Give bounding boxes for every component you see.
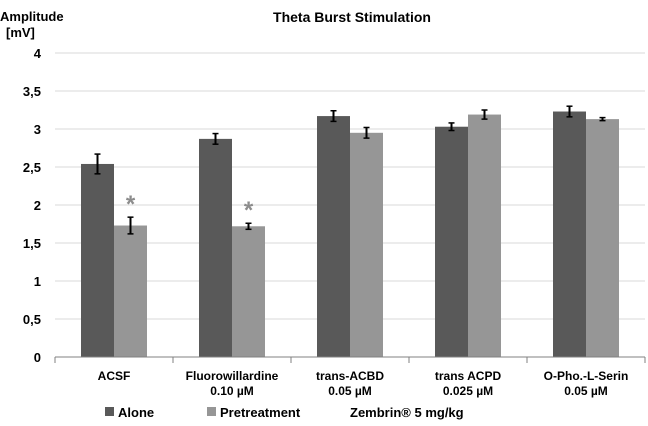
y-tick-label: 1,5 — [23, 236, 41, 251]
category-label: O-Pho.-L-Serin — [544, 369, 629, 383]
y-tick-label: 0 — [34, 350, 41, 365]
y-tick-label: 1 — [34, 274, 41, 289]
bar-alone — [81, 163, 114, 357]
y-tick-label: 0,5 — [23, 312, 41, 327]
significance-asterisk: * — [126, 191, 136, 218]
category-sublabel: 0.05 µM — [564, 384, 608, 398]
y-tick-label: 2,5 — [23, 160, 41, 175]
category-sublabel: 0.025 µM — [443, 384, 493, 398]
legend-note: Zembrin® 5 mg/kg — [350, 405, 464, 420]
bar-alone — [317, 116, 350, 357]
legend: Alone Pretreatment Zembrin® 5 mg/kg — [105, 405, 464, 420]
significance-markers: * * — [126, 191, 254, 224]
y-tick-label: 4 — [34, 46, 42, 61]
chart-title: Theta Burst Stimulation — [273, 9, 431, 25]
y-tick-label: 3,5 — [23, 84, 41, 99]
legend-label-alone: Alone — [118, 405, 154, 420]
legend-label-pretreatment: Pretreatment — [220, 405, 301, 420]
y-tick-labels: 0 0,5 1 1,5 2 2,5 3 3,5 4 — [23, 46, 42, 365]
axes — [54, 356, 646, 363]
bar-pretreatment — [468, 114, 501, 357]
error-bars — [94, 105, 606, 235]
bar-pretreatment — [350, 132, 383, 357]
y-tick-label: 2 — [34, 198, 41, 213]
y-axis-label-line2: [mV] — [6, 25, 35, 40]
category-sublabel: 0.10 µM — [210, 384, 254, 398]
category-label: Fluorowillardine — [186, 369, 279, 383]
legend-swatch-pretreatment — [207, 407, 216, 416]
y-tick-label: 3 — [34, 122, 41, 137]
category-label: ACSF — [98, 369, 131, 383]
bars — [81, 111, 619, 358]
bar-pretreatment — [232, 226, 265, 357]
bar-alone — [553, 111, 586, 358]
bar-pretreatment — [586, 119, 619, 358]
y-axis-label-line1: Amplitude — [0, 9, 64, 24]
bar-pretreatment — [114, 225, 147, 357]
bar-alone — [199, 138, 232, 357]
category-sublabel: 0.05 µM — [328, 384, 372, 398]
bar-alone — [435, 126, 468, 357]
category-label: trans ACPD — [435, 369, 502, 383]
significance-asterisk: * — [244, 197, 254, 224]
category-label: trans-ACBD — [316, 369, 384, 383]
legend-swatch-alone — [105, 407, 114, 416]
